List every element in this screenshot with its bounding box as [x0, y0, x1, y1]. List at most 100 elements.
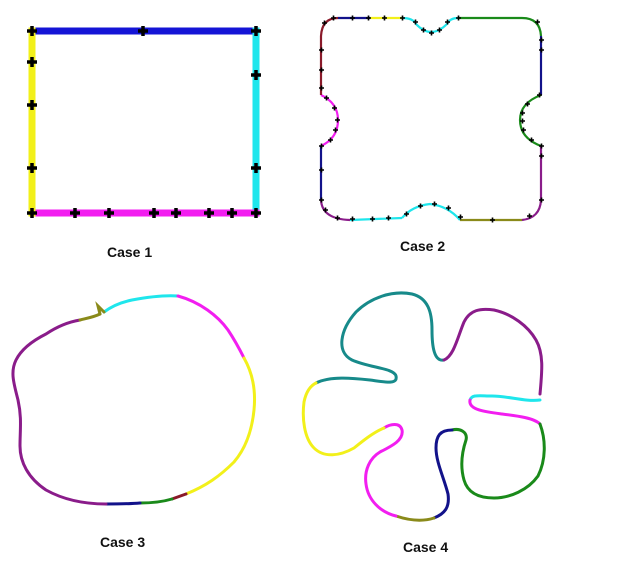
case-4-segment [432, 428, 454, 520]
case-2-marker [521, 127, 526, 133]
case-4-segment [394, 514, 436, 522]
case-2-marker [335, 215, 340, 221]
case-3-caption: Case 3 [100, 534, 145, 550]
case-2-segment [401, 16, 459, 34]
case-1-marker [104, 208, 114, 218]
case-2-segment [319, 16, 339, 95]
case-2-segment [521, 146, 543, 222]
case-2-marker [535, 19, 540, 25]
case-2-marker [490, 217, 495, 223]
case-1-marker [251, 163, 261, 173]
case-2-marker [446, 205, 451, 211]
case-1-caption: Case 1 [107, 244, 152, 260]
case-1-marker [27, 163, 37, 173]
case-1-markers [27, 26, 261, 218]
case-2-marker [350, 15, 355, 21]
case-1-marker [251, 70, 261, 80]
case-2-marker [319, 47, 324, 53]
case-2-marker [539, 143, 544, 149]
case-4-segment [314, 291, 446, 385]
case-3-segment [104, 501, 142, 506]
case-2-marker [445, 19, 450, 25]
case-3-segment [78, 312, 102, 322]
case-4-segment [468, 394, 542, 402]
case-3-segment [184, 356, 256, 496]
case-2-marker [432, 201, 437, 207]
case-2-marker [319, 143, 324, 149]
case-2-marker [382, 15, 387, 21]
case-3-panel: Case 3 [11, 294, 256, 550]
case-1-marker [171, 208, 181, 218]
case-4-segment [468, 398, 542, 426]
case-2-marker [539, 197, 544, 203]
case-4-segment [364, 423, 404, 518]
case-2-segment [458, 16, 543, 37]
case-2-marker [525, 101, 530, 107]
case-2-marker [429, 30, 434, 36]
case-2-marker [333, 127, 338, 133]
case-4-segment [442, 307, 544, 396]
case-2-segment [319, 199, 351, 222]
case-2-marker [437, 27, 442, 33]
case-2-markers [319, 15, 544, 223]
case-2-marker [331, 15, 336, 21]
case-2-marker [366, 15, 371, 21]
case-3-segment [138, 497, 174, 505]
case-1-square [28, 27, 260, 217]
case-1-marker [204, 208, 214, 218]
case-2-marker [458, 214, 463, 220]
case-2-segment [401, 202, 461, 221]
case-2-segment [349, 216, 403, 222]
case-1-marker [227, 208, 237, 218]
case-2-marker [332, 105, 337, 111]
case-3-segment [11, 318, 108, 506]
case-1-marker [138, 26, 148, 36]
case-2-marker [328, 137, 333, 143]
case-1-marker [149, 208, 159, 218]
case-2-panel: Case 2 [319, 15, 544, 254]
case-2-marker [520, 118, 525, 124]
case-2-marker [335, 117, 340, 123]
case-4-panel: Case 4 [301, 291, 546, 555]
case-2-marker [319, 167, 324, 173]
case-2-marker [520, 110, 525, 116]
case-2-marker [324, 95, 329, 101]
case-2-marker [404, 211, 409, 217]
case-2-marker [350, 216, 355, 222]
case-4-segment [301, 381, 386, 457]
case-2-marker [319, 197, 324, 203]
case-2-marker [323, 207, 328, 213]
case-2-marker [421, 27, 426, 33]
case-4-caption: Case 4 [403, 539, 448, 555]
case-2-marker [319, 85, 324, 91]
case-3-segment [176, 294, 246, 360]
case-2-marker [529, 137, 534, 143]
case-2-marker [539, 47, 544, 53]
case-2-marker [322, 20, 327, 26]
case-2-marker [537, 92, 542, 98]
case-1-marker [70, 208, 80, 218]
case-2-marker [539, 153, 544, 159]
case-2-marker [456, 15, 461, 21]
case-3-segment [170, 492, 188, 501]
case-1-panel: Case 1 [27, 26, 261, 260]
case-2-marker [319, 67, 324, 73]
case-1-marker [27, 208, 37, 218]
case-2-marker [400, 15, 405, 21]
case-1-marker [251, 208, 261, 218]
case-1-marker [27, 57, 37, 67]
case-3-segment [102, 294, 180, 314]
case-1-marker [27, 26, 37, 36]
case-2-marker [527, 213, 532, 219]
case-1-marker [27, 100, 37, 110]
case-2-caption: Case 2 [400, 238, 445, 254]
case-2-marker [539, 37, 544, 43]
case-2-marker [413, 19, 418, 25]
case-4-segment [450, 422, 546, 500]
case-2-marker [418, 203, 423, 209]
case-2-marker [386, 215, 391, 221]
case-2-marker [370, 216, 375, 222]
case-1-marker [251, 26, 261, 36]
case-3-segment [95, 301, 106, 316]
